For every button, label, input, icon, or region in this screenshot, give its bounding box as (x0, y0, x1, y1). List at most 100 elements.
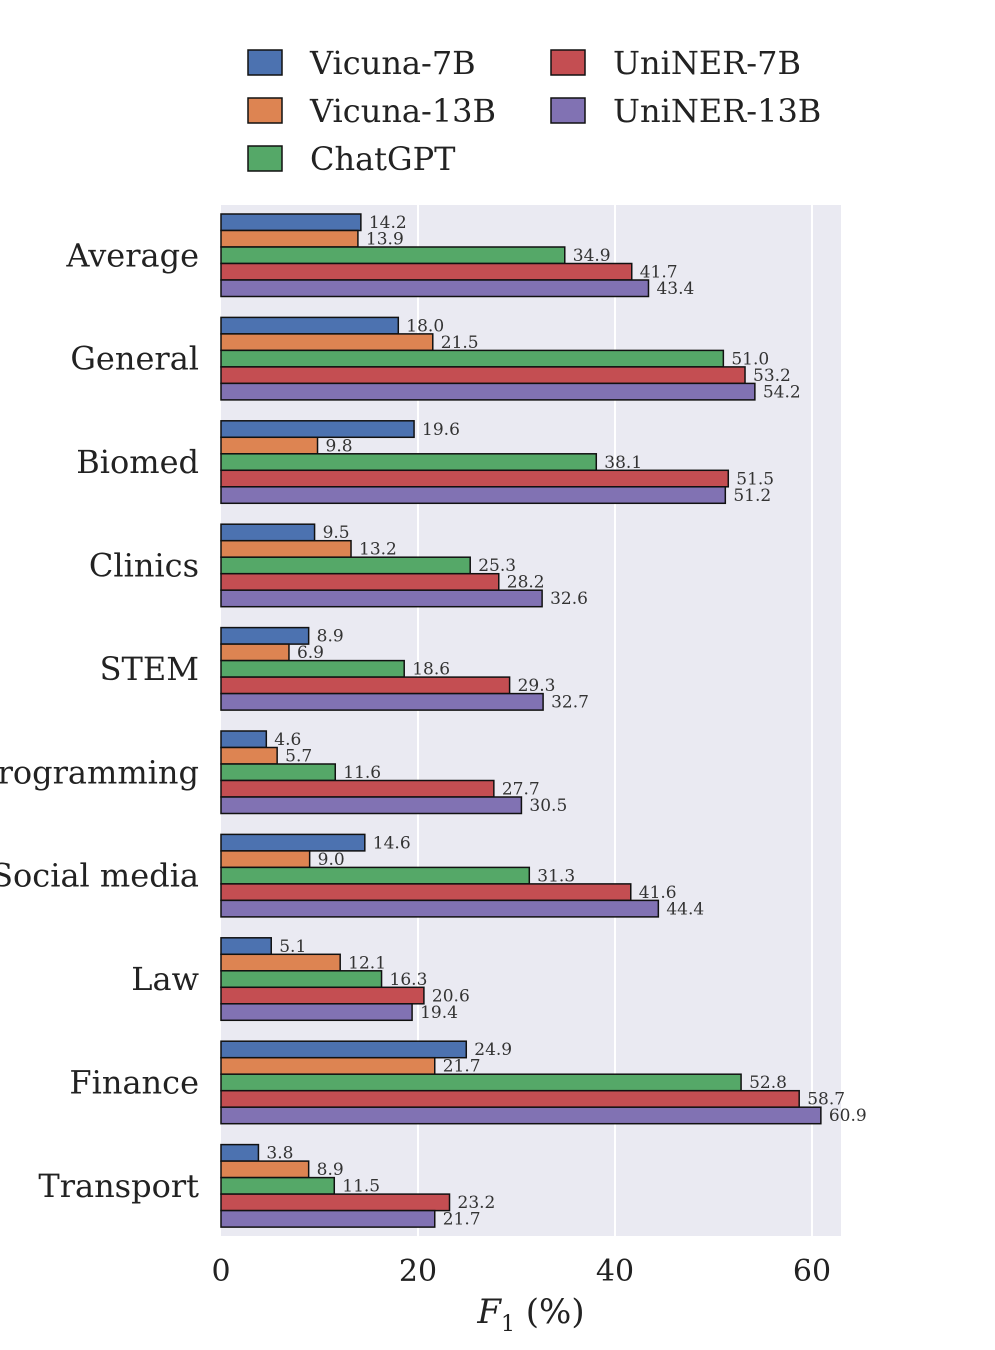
bar-label-4-4: 32.7 (551, 693, 589, 713)
bar-2-3 (220, 469, 730, 488)
bar-7-0 (220, 937, 272, 956)
bars (220, 213, 822, 1228)
bar-label-5-0: 4.6 (274, 730, 301, 750)
bar-7-4 (220, 1003, 413, 1022)
bar-label-0-4: 43.4 (656, 279, 694, 299)
bar-label-7-0: 5.1 (279, 937, 306, 957)
bar-4-4 (220, 692, 544, 711)
bar-label-6-1: 9.0 (318, 850, 345, 870)
category-label-7: Law (131, 960, 199, 998)
bar-label-5-4: 30.5 (529, 796, 567, 816)
bar-label-6-3: 41.6 (639, 883, 677, 903)
x-axis-label-sub: 1 (501, 1312, 515, 1337)
bar-label-8-3: 58.7 (807, 1090, 845, 1110)
bar-label-1-2: 51.0 (731, 349, 769, 369)
x-tick-20: 20 (399, 1254, 437, 1289)
bar-5-0 (220, 730, 268, 749)
category-labels: Average General Biomed Clinics STEM Programmi… (0, 236, 199, 1205)
category-label-9: Transport (38, 1167, 199, 1205)
bar-value-labels: 14.213.9 34.9 41.743.4 18.021.5 51.053.254.2… (266, 213, 866, 1230)
bar-label-8-2: 52.8 (749, 1073, 787, 1093)
bar-9-4 (220, 1209, 436, 1228)
bar-label-6-0: 14.6 (373, 833, 411, 853)
bar-label-9-0: 3.8 (266, 1144, 293, 1164)
bar-label-0-1: 13.9 (366, 230, 404, 250)
bar-0-4 (220, 279, 650, 298)
bar-label-4-0: 8.9 (317, 627, 344, 647)
bar-label-5-3: 27.7 (502, 780, 540, 800)
bar-label-7-1: 12.1 (348, 953, 386, 973)
bar-6-1 (220, 850, 311, 869)
x-axis-label-main: F (476, 1292, 502, 1332)
category-label-6: Social media (0, 857, 199, 895)
bar-label-1-0: 18.0 (406, 316, 444, 336)
category-label-0: Average (65, 236, 199, 274)
bar-5-4 (220, 796, 523, 815)
bar-label-3-3: 28.2 (507, 573, 545, 593)
legend-swatch-0 (247, 49, 283, 76)
bar-9-1 (220, 1160, 310, 1179)
bar-8-3 (220, 1089, 800, 1108)
bar-label-2-2: 38.1 (604, 453, 642, 473)
bar-1-1 (220, 333, 434, 352)
bar-label-1-1: 21.5 (441, 333, 479, 353)
bar-label-0-0: 14.2 (369, 213, 407, 233)
bar-9-0 (220, 1143, 260, 1162)
bar-label-6-2: 31.3 (537, 866, 575, 886)
bar-0-0 (220, 213, 362, 232)
bar-2-1 (220, 436, 319, 455)
bar-label-9-1: 8.9 (317, 1160, 344, 1180)
category-label-1: General (70, 340, 199, 378)
bar-label-1-4: 54.2 (763, 382, 801, 402)
legend-label-3: UniNER-7B (613, 44, 801, 82)
category-label-8: Finance (69, 1063, 199, 1101)
bar-4-3 (220, 676, 511, 695)
bar-label-2-4: 51.2 (733, 486, 771, 506)
bar-0-3 (220, 262, 633, 281)
bar-label-3-1: 13.2 (359, 540, 397, 560)
bar-label-4-1: 6.9 (297, 643, 324, 663)
bar-5-2 (220, 763, 337, 782)
bar-label-9-2: 11.5 (342, 1177, 380, 1197)
legend-label-0: Vicuna-7B (309, 44, 476, 82)
bar-label-8-0: 24.9 (474, 1040, 512, 1060)
bar-label-0-3: 41.7 (640, 263, 678, 283)
bar-label-1-3: 53.2 (753, 366, 791, 386)
bar-3-3 (220, 572, 500, 591)
bar-label-8-4: 60.9 (829, 1106, 867, 1126)
bar-6-2 (220, 866, 531, 885)
bar-label-2-1: 9.8 (326, 436, 353, 456)
x-tick-40: 40 (596, 1254, 634, 1289)
bar-label-3-2: 25.3 (478, 556, 516, 576)
bar-label-7-4: 19.4 (420, 1003, 458, 1023)
bar-4-0 (220, 626, 310, 645)
bar-label-7-2: 16.3 (390, 970, 428, 990)
bar-3-4 (220, 589, 543, 608)
bar-4-1 (220, 643, 290, 662)
legend-swatch-2 (247, 145, 283, 172)
x-tick-labels: 0 20 40 60 (211, 1254, 831, 1289)
bar-label-3-0: 9.5 (323, 523, 350, 543)
category-label-2: Biomed (76, 443, 199, 481)
bar-3-2 (220, 556, 471, 575)
bar-label-3-4: 32.6 (550, 589, 588, 609)
bar-label-9-4: 21.7 (443, 1210, 481, 1230)
bar-label-8-1: 21.7 (443, 1057, 481, 1077)
bar-label-2-3: 51.5 (736, 469, 774, 489)
category-label-4: STEM (100, 650, 199, 688)
legend-swatch-1 (247, 97, 283, 124)
bar-label-4-3: 29.3 (518, 676, 556, 696)
bar-8-1 (220, 1056, 436, 1075)
bar-label-2-0: 19.6 (422, 420, 460, 440)
bar-2-4 (220, 486, 727, 505)
bar-label-9-3: 23.2 (458, 1193, 496, 1213)
bar-8-2 (220, 1073, 742, 1092)
bar-8-4 (220, 1106, 822, 1125)
bar-6-0 (220, 833, 366, 852)
category-label-5: Programming (0, 753, 199, 791)
bar-3-0 (220, 523, 316, 542)
bar-label-5-1: 5.7 (285, 747, 312, 767)
x-tick-0: 0 (211, 1254, 230, 1289)
bar-2-2 (220, 453, 598, 472)
